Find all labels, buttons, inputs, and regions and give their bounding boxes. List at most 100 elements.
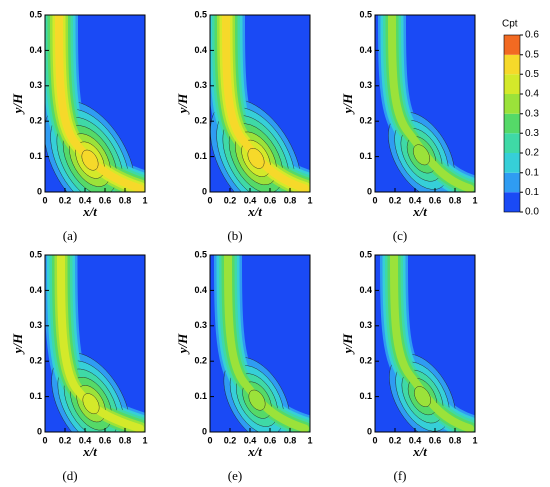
y-tick-label: 0.3	[194, 320, 207, 330]
plot-frame	[374, 14, 476, 193]
contour-field	[45, 15, 145, 192]
contour-band	[221, 15, 309, 192]
x-tick-label: 0	[207, 435, 212, 445]
contour-field	[45, 255, 145, 432]
x-tick-label: 1	[307, 435, 312, 445]
y-tick-label: 0.2	[194, 116, 207, 126]
x-tick-label: 0.2	[224, 195, 237, 205]
panel-label: (c)	[393, 228, 407, 243]
contour-core	[81, 149, 99, 171]
y-tick-label: 0.3	[359, 320, 372, 330]
x-tick-label: 0	[207, 195, 212, 205]
y-tick-label: 0.2	[194, 356, 207, 366]
contour-band	[389, 255, 474, 432]
colorbar-tick-label: 0.2	[525, 148, 539, 159]
x-axis-label: x/t	[247, 444, 262, 459]
y-tick-label: 0.5	[29, 249, 42, 259]
panel-label: (f)	[394, 468, 407, 483]
y-tick-label: 0.1	[359, 151, 372, 161]
colorbar-tick-label: 0.0	[525, 207, 539, 218]
y-tick-label: 0.5	[359, 9, 372, 19]
y-tick-label: 0.4	[194, 285, 207, 295]
x-tick-label: 0.4	[409, 195, 422, 205]
y-tick-label: 0.2	[29, 116, 42, 126]
x-tick-label: 0.8	[284, 435, 297, 445]
plot-frame	[209, 14, 311, 193]
y-tick-label: 0.4	[194, 45, 207, 55]
y-tick-label: 0.3	[29, 320, 42, 330]
colorbar-band	[504, 113, 520, 134]
x-tick-label: 0.4	[79, 195, 92, 205]
x-tick-label: 0.2	[59, 435, 72, 445]
x-tick-label: 0	[42, 435, 47, 445]
x-axis-label: x/t	[247, 204, 262, 219]
contour-band	[223, 255, 309, 432]
x-tick-label: 0	[42, 195, 47, 205]
x-tick-label: 0.4	[79, 435, 92, 445]
y-tick-label: 0.5	[29, 9, 42, 19]
contour-band	[56, 255, 144, 432]
colorbar-tick-label: 0.5	[525, 69, 539, 80]
y-axis-label: y/H	[340, 333, 355, 355]
contour-core	[414, 386, 431, 407]
plot-frame	[209, 254, 311, 433]
colorbar-band	[504, 153, 520, 173]
x-tick-label: 0.4	[409, 435, 422, 445]
y-tick-label: 0.4	[359, 285, 372, 295]
x-tick-label: 1	[142, 195, 147, 205]
y-tick-label: 0.1	[194, 391, 207, 401]
y-tick-label: 0.4	[29, 45, 42, 55]
x-axis-label: x/t	[82, 204, 97, 219]
y-axis-label: y/H	[10, 93, 25, 115]
contour-field	[375, 255, 475, 432]
y-tick-label: 0.2	[359, 356, 372, 366]
y-tick-label: 0.5	[194, 249, 207, 259]
x-tick-label: 0.6	[429, 195, 442, 205]
x-tick-label: 0.6	[429, 435, 442, 445]
x-tick-label: 0.6	[264, 195, 277, 205]
y-tick-label: 0	[202, 426, 207, 436]
contour-field	[210, 255, 310, 432]
x-tick-label: 0.8	[119, 435, 132, 445]
x-tick-label: 0.2	[224, 435, 237, 445]
y-tick-label: 0.1	[359, 391, 372, 401]
panel-label: (e)	[228, 468, 242, 483]
x-tick-label: 0.6	[99, 435, 112, 445]
x-tick-label: 0.2	[389, 435, 402, 445]
colorbar-band	[504, 35, 520, 55]
colorbar-tick-label: 0.5	[525, 49, 539, 60]
x-tick-label: 0.8	[119, 195, 132, 205]
colorbar-band	[504, 172, 520, 193]
x-tick-label: 1	[472, 195, 477, 205]
y-tick-label: 0.2	[359, 116, 372, 126]
x-tick-label: 1	[472, 435, 477, 445]
y-tick-label: 0.5	[194, 9, 207, 19]
contour-core	[247, 148, 265, 169]
y-axis-label: y/H	[10, 333, 25, 355]
contour-core	[82, 393, 100, 415]
x-tick-label: 0.4	[244, 195, 257, 205]
colorbar-tick-label: 0.3	[525, 108, 539, 119]
y-tick-label: 0	[37, 426, 42, 436]
colorbar-band	[504, 74, 520, 94]
x-tick-label: 0.8	[449, 195, 462, 205]
colorbar-tick-label: 0.1	[525, 167, 539, 178]
colorbar-title: Cpt	[502, 19, 518, 30]
contour-core	[413, 144, 430, 166]
colorbar-tick-label: 0.3	[525, 128, 539, 139]
y-axis-label: y/H	[340, 93, 355, 115]
colorbar-band	[504, 54, 520, 75]
plot-frame	[374, 254, 476, 433]
x-tick-label: 0.4	[244, 435, 257, 445]
x-tick-label: 0.2	[59, 195, 72, 205]
y-tick-label: 0	[367, 426, 372, 436]
y-axis-label: y/H	[175, 333, 190, 355]
y-tick-label: 0.1	[29, 391, 42, 401]
y-axis-label: y/H	[175, 93, 190, 115]
x-axis-label: x/t	[412, 204, 427, 219]
y-tick-label: 0	[37, 186, 42, 196]
x-tick-label: 0	[372, 435, 377, 445]
x-tick-label: 0.2	[389, 195, 402, 205]
y-tick-label: 0.3	[29, 80, 42, 90]
